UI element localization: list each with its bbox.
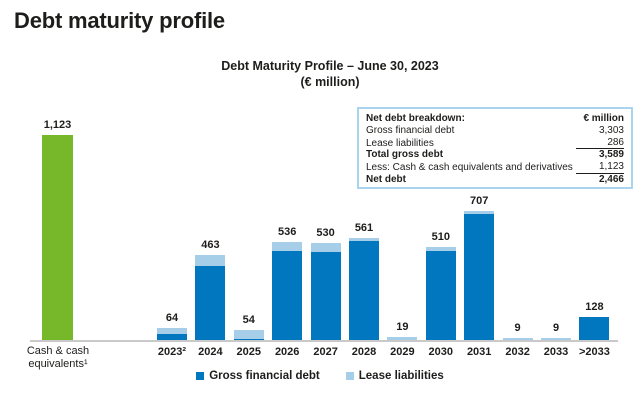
net-debt-row-5: Net debt 2,466: [366, 174, 624, 186]
bar-2032-value-label: 9: [514, 322, 521, 335]
net-debt-row-value: 2,466: [598, 173, 624, 185]
bar-2033-value-label: 9: [552, 322, 560, 335]
x-axis-line: [30, 340, 618, 342]
bar-2030-segment-0: [425, 250, 456, 340]
bar-2025-segment-0: [233, 339, 264, 340]
bar-2028-segment-1: [349, 237, 379, 241]
bar-2031-segment-1: [464, 210, 495, 215]
bar-2024-segment-1: [195, 255, 226, 267]
x-label-2028: 2028: [351, 346, 377, 358]
x-label-2024: 2024: [198, 346, 223, 358]
x-label-cash-line: equivalents¹: [28, 357, 88, 370]
bar-2025-segment-1: [233, 330, 264, 340]
x-label-2030: 2030: [428, 346, 454, 358]
net-debt-row-value: 1,123: [576, 161, 624, 174]
net-debt-row-label: Total gross debt: [366, 149, 444, 161]
legend-item-0: Gross financial debt: [196, 370, 320, 382]
bar-2024-value-label: 463: [201, 239, 220, 252]
bar-2023-value-label: 64: [165, 312, 179, 325]
x-label-2029: 2029: [390, 346, 415, 358]
bar-2030-segment-1: [425, 246, 456, 251]
net-debt-row-label: Lease liabilities: [366, 137, 434, 149]
net-debt-row-0: Net debt breakdown: € million: [366, 113, 624, 125]
legend-item-label: Gross financial debt: [209, 370, 320, 382]
net-debt-row-value: € million: [583, 113, 624, 124]
legend-swatch-icon: [196, 372, 205, 380]
chart-title: Debt Maturity Profile – June 30, 2023: [221, 59, 439, 73]
bar-2028-segment-0: [349, 240, 379, 340]
x-label-2025: 2025: [236, 346, 262, 358]
net-debt-row-label: Net debt: [366, 173, 406, 185]
bar-2025-value-label: 54: [242, 314, 255, 327]
x-label-cash-line: Cash & cash: [26, 345, 90, 357]
chart-title-block: Debt Maturity Profile – June 30, 2023 (€…: [30, 58, 630, 90]
bar-2028-value-label: 561: [354, 221, 374, 234]
bar-2031-segment-0: [464, 214, 495, 340]
x-label-2033: 2033: [543, 346, 569, 358]
legend-item-label: Lease liabilities: [358, 370, 444, 382]
bar-2032-segment-1: [502, 338, 533, 340]
x-label-2032: 2032: [505, 346, 530, 358]
net-debt-row-2: Lease liabilities 286: [366, 137, 624, 150]
x-label-2031: 2031: [466, 346, 492, 358]
x-label-2026: 2026: [274, 346, 300, 358]
bar-2027-value-label: 530: [316, 227, 335, 240]
bar-2023-segment-1: [157, 328, 187, 334]
chart-subtitle: (€ million): [300, 75, 360, 89]
bar-2029-value-label: 19: [396, 320, 409, 333]
net-debt-row-4: Less: Cash & cash equivalents and deriva…: [366, 161, 624, 174]
x-label-cash-equivalents: Cash & cash equivalents¹: [12, 345, 104, 370]
net-debt-row-value: 3,589: [598, 149, 624, 161]
net-debt-breakdown-box: Net debt breakdown: € million Gross financ…: [357, 107, 633, 189]
bar-2024-segment-0: [195, 266, 226, 340]
x-label-2023: 2023²: [157, 346, 187, 358]
bar-2033-segment-0: [579, 316, 610, 340]
net-debt-row-1: Gross financial debt 3,303: [366, 125, 624, 137]
bar-2029-segment-1: [387, 336, 418, 340]
net-debt-row-label: Gross financial debt: [366, 124, 455, 136]
bar-2033-segment-1: [541, 338, 571, 340]
net-debt-row-value: 286: [576, 137, 624, 150]
bar-cash-equivalents-segment-0: [42, 135, 73, 340]
net-debt-row-label: Less: Cash & cash equivalents and deriva…: [366, 162, 573, 174]
bar-2027-segment-0: [310, 251, 341, 340]
legend-swatch-icon: [345, 372, 354, 380]
chart-legend: Gross financial debt Lease liabilities: [0, 370, 640, 382]
bar-2031-value-label: 707: [470, 194, 489, 207]
x-label-2027: 2027: [313, 346, 338, 358]
bar-cash-equivalents-value-label: 1,123: [43, 119, 72, 131]
bar-2026-segment-0: [272, 250, 303, 340]
net-debt-row-label: Net debt breakdown:: [366, 113, 465, 124]
legend-item-1: Lease liabilities: [345, 370, 444, 382]
bar-2027-segment-1: [310, 243, 341, 252]
bar-2033-value-label: 128: [585, 300, 604, 313]
bar-2030-value-label: 510: [431, 230, 450, 243]
net-debt-row-value: 3,303: [598, 124, 624, 136]
bar-2026-segment-1: [272, 242, 303, 251]
page-title: Debt maturity profile: [14, 8, 225, 33]
bar-2026-value-label: 536: [278, 226, 297, 239]
bar-2023-segment-0: [157, 333, 187, 340]
x-label-2033: >2033: [578, 346, 610, 358]
net-debt-row-3: Total gross debt 3,589: [366, 149, 624, 161]
